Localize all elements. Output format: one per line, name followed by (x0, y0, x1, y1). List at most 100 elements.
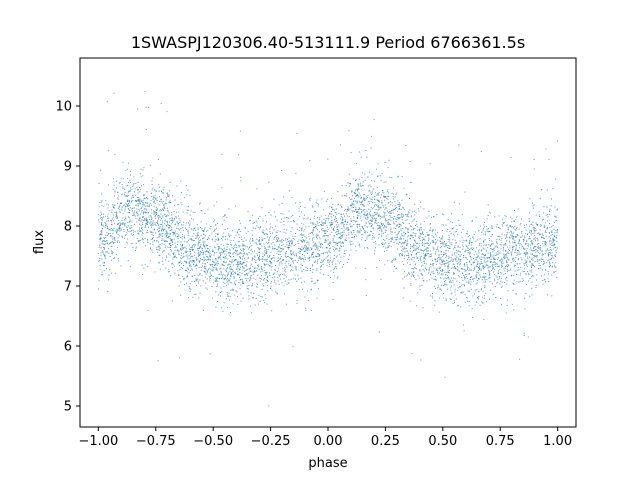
data-point (469, 238, 471, 240)
data-point (350, 220, 352, 222)
data-point (539, 233, 541, 235)
data-point (542, 264, 544, 266)
data-point (483, 319, 485, 320)
data-point (453, 284, 455, 286)
data-point (419, 269, 421, 271)
data-point (159, 255, 161, 257)
data-point (141, 210, 143, 212)
data-point (495, 275, 497, 277)
data-point (427, 242, 429, 244)
data-point (127, 222, 129, 224)
data-point (529, 270, 531, 272)
data-point (122, 186, 124, 188)
data-point (443, 242, 445, 244)
data-point (157, 217, 159, 219)
data-point (107, 215, 109, 217)
data-point (495, 245, 497, 247)
data-point (119, 222, 121, 223)
data-point (489, 273, 490, 275)
data-point (384, 199, 386, 201)
data-point (342, 242, 344, 244)
data-point (264, 301, 266, 303)
data-point (316, 236, 318, 238)
data-point (226, 281, 228, 283)
data-point (217, 249, 219, 251)
data-point (109, 233, 111, 234)
data-point (342, 219, 344, 221)
data-point (153, 205, 155, 207)
data-point (276, 238, 278, 240)
data-point (431, 277, 433, 279)
data-point (380, 222, 382, 224)
data-point (280, 213, 282, 215)
data-point (241, 239, 243, 240)
data-point (249, 247, 250, 249)
data-point (472, 295, 474, 297)
data-point (112, 232, 114, 234)
data-point (478, 255, 480, 257)
data-point (280, 278, 282, 280)
data-point (170, 225, 171, 227)
data-point (193, 260, 195, 262)
data-point (441, 242, 443, 244)
data-point (196, 268, 198, 270)
data-point (199, 240, 201, 242)
data-point (270, 258, 272, 259)
data-point (130, 243, 132, 245)
data-point (332, 229, 334, 231)
data-point (428, 245, 430, 246)
data-point (487, 264, 489, 266)
data-point (502, 222, 504, 224)
data-point (156, 199, 158, 201)
data-point (459, 224, 461, 226)
data-point (203, 237, 205, 239)
data-point (459, 282, 461, 283)
data-point (503, 223, 505, 224)
data-point (170, 275, 172, 277)
data-point (265, 258, 267, 260)
data-point (265, 279, 267, 281)
data-point (545, 245, 547, 247)
data-point (486, 230, 488, 232)
data-point (331, 261, 333, 263)
data-point (265, 249, 267, 251)
data-point (220, 254, 222, 256)
data-point (396, 192, 398, 194)
data-point (130, 189, 131, 191)
data-point (273, 260, 275, 262)
data-point (539, 259, 541, 261)
data-point (248, 268, 250, 270)
data-point (162, 229, 164, 231)
data-point (220, 255, 221, 257)
data-point (267, 242, 269, 244)
data-point (212, 267, 214, 269)
data-point (463, 291, 465, 293)
data-point (172, 263, 174, 265)
data-point (358, 230, 360, 232)
data-point (250, 278, 252, 280)
data-point (124, 216, 126, 218)
data-point (105, 224, 107, 226)
data-point (495, 226, 497, 228)
data-point (157, 224, 159, 226)
data-point (135, 242, 137, 244)
data-point (193, 254, 195, 256)
data-point (369, 184, 371, 186)
data-point (351, 198, 353, 200)
data-point (413, 271, 415, 273)
data-point (375, 209, 377, 210)
data-point (162, 230, 164, 232)
data-point (206, 278, 208, 280)
data-point (300, 267, 302, 269)
data-point (405, 248, 407, 249)
data-point (463, 255, 465, 257)
data-point (231, 269, 233, 270)
data-point (399, 241, 401, 243)
data-point (322, 228, 324, 230)
data-point (262, 232, 264, 234)
data-point (387, 198, 389, 200)
data-point (335, 215, 336, 217)
data-point (155, 232, 157, 234)
data-point (284, 274, 286, 276)
data-point (364, 232, 366, 234)
